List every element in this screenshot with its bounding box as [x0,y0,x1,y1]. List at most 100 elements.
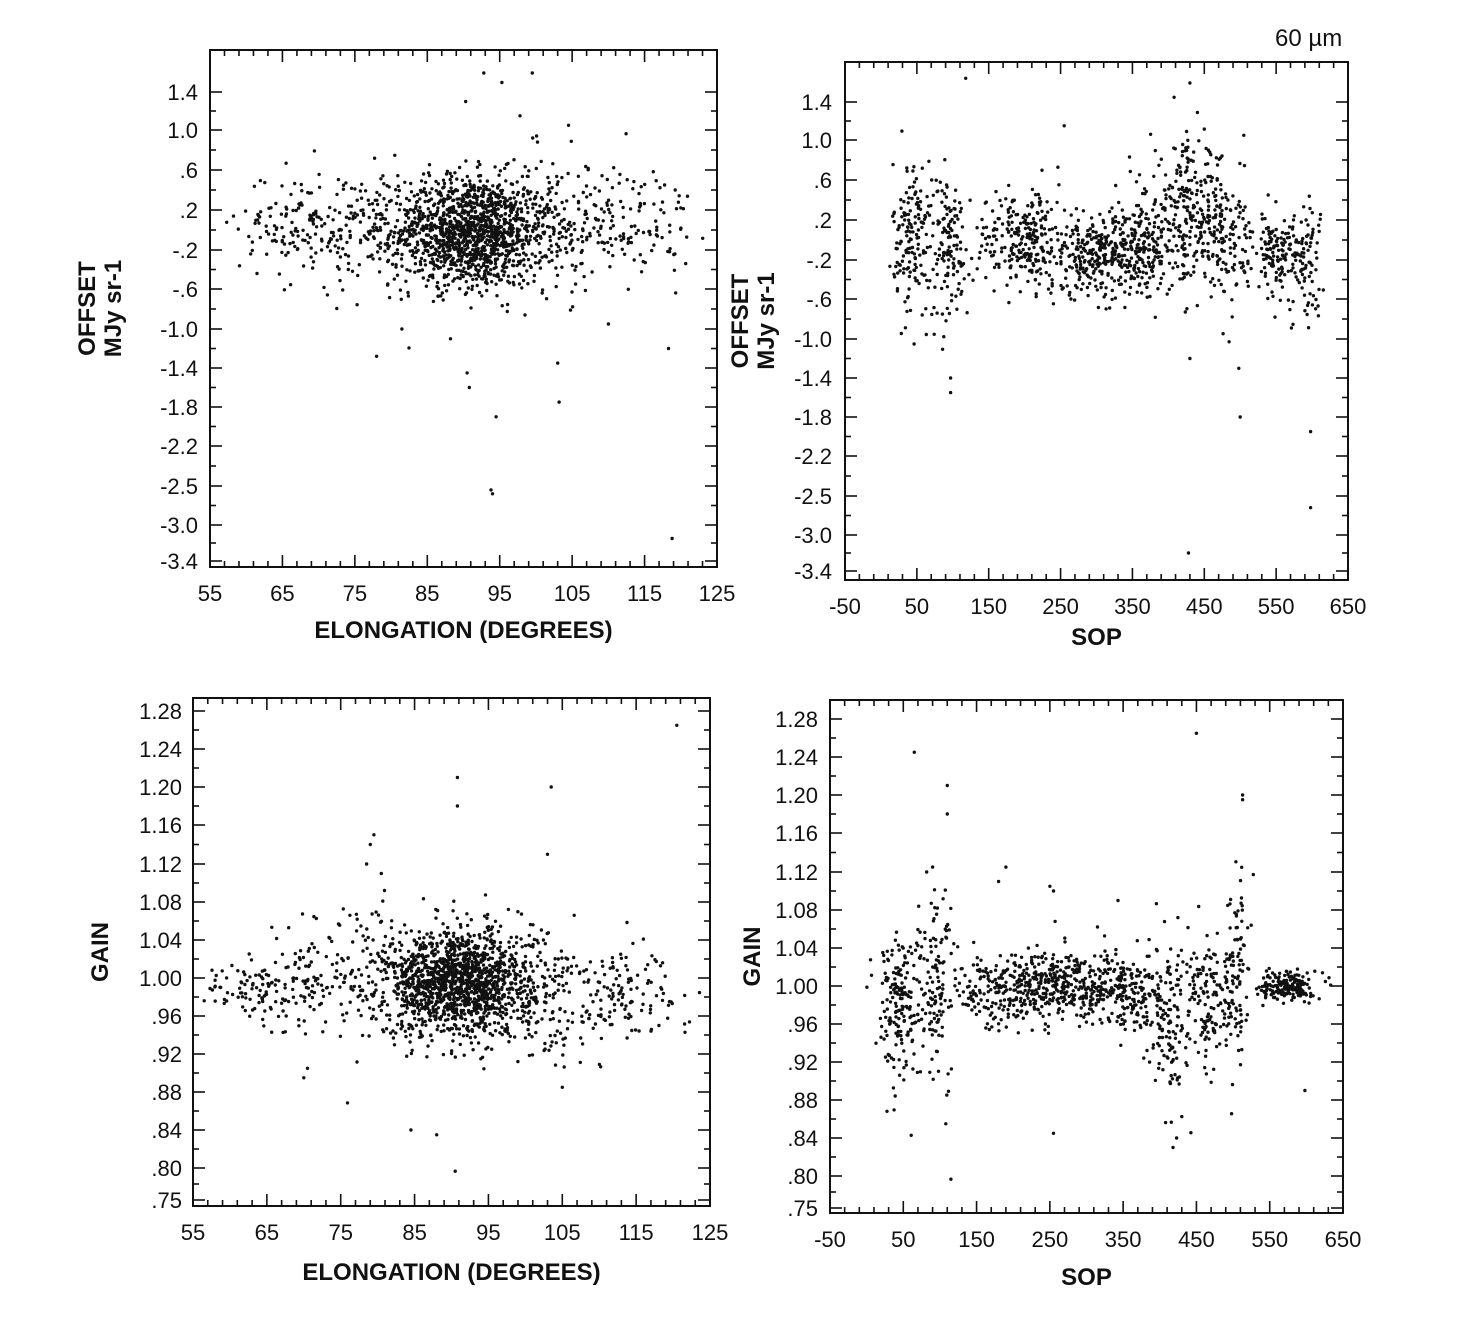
data-point [1190,218,1194,222]
data-point [1166,248,1171,252]
y-tick-label: -2.2 [794,444,832,469]
data-point [960,225,965,229]
data-point [418,205,422,209]
data-point [1192,254,1196,258]
data-point [1225,270,1229,274]
data-point [335,238,339,242]
data-point [903,211,907,216]
data-point [953,188,958,192]
data-point [465,1033,469,1038]
data-point [289,230,293,234]
data-point [1153,255,1157,259]
data-point [396,184,400,188]
data-point [1145,295,1149,299]
data-point [901,223,905,227]
data-point [1158,262,1162,266]
data-point [458,223,462,227]
data-point [460,241,464,245]
data-point [252,184,257,188]
data-point [1259,237,1263,241]
data-point [434,234,438,238]
data-point [417,1018,421,1022]
data-point [1102,246,1106,250]
data-point [907,239,911,244]
data-point [411,220,416,224]
data-point [398,1012,402,1017]
data-point [1220,236,1225,241]
data-point [551,162,555,166]
data-point [511,259,516,263]
data-point [1028,252,1032,257]
data-point [577,207,581,211]
data-point [1182,233,1186,237]
data-point [628,207,633,211]
data-point [546,210,550,215]
data-point [417,231,422,235]
data-point [1159,276,1164,280]
data-point [531,981,535,985]
data-point [1271,294,1275,298]
data-point [515,1008,520,1012]
data-point [503,257,508,261]
data-point [489,196,494,200]
y-tick-label: -.6 [806,287,832,312]
data-point [934,262,939,266]
y-tick-label: 1.0 [167,118,198,143]
data-point [1213,187,1218,191]
data-point [452,247,457,251]
data-point [451,233,455,237]
data-point [994,262,999,266]
data-point [406,290,410,295]
data-point [541,223,545,227]
data-point [410,253,415,258]
data-point [583,288,588,293]
data-point [1163,173,1168,177]
data-point [470,990,474,994]
data-point [472,201,477,205]
data-point [901,254,906,258]
data-point [486,1007,491,1011]
data-point [439,1029,443,1034]
data-point [1079,250,1084,254]
data-point [1101,253,1106,257]
y-tick-label: .6 [814,168,832,193]
data-point [1055,200,1059,205]
data-point [445,1002,449,1006]
data-point [282,288,287,292]
data-point [600,240,604,245]
data-point [1215,262,1220,267]
data-point [1215,178,1219,182]
data-point [528,238,532,242]
data-point [1194,192,1199,197]
data-point [237,264,242,268]
data-point [455,1003,459,1007]
data-point [451,1039,455,1043]
data-point [543,212,547,216]
data-point [672,268,677,272]
data-point [540,291,544,295]
data-point [639,270,644,274]
data-point [1188,197,1192,201]
data-point [1045,200,1049,204]
data-point [900,259,905,263]
data-point [480,294,484,298]
data-point [920,220,925,225]
data-point [500,304,504,308]
data-point [1220,241,1225,245]
data-point [1059,262,1063,266]
data-point [896,271,900,275]
x-tick-label: 125 [699,581,736,606]
y-tick-label: -.2 [806,248,832,273]
data-point [1135,246,1139,250]
data-point [533,222,537,226]
data-point [314,251,318,255]
data-point [1146,217,1151,221]
data-point [1266,255,1271,259]
data-point [984,248,988,252]
data-point [309,246,313,250]
data-point [359,196,364,200]
data-point [1296,240,1301,245]
data-point [1100,241,1104,246]
data-point [445,229,449,233]
data-point [376,243,380,247]
